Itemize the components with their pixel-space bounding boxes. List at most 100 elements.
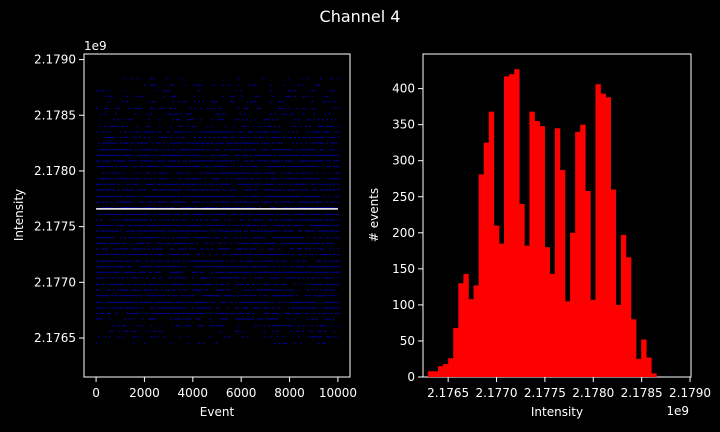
scatter-point [252, 125, 255, 127]
scatter-point [268, 201, 270, 203]
scatter-point [261, 131, 263, 133]
scatter-point [178, 201, 181, 203]
scatter-point [194, 289, 196, 291]
scatter-point [257, 165, 259, 167]
scatter-point [313, 237, 316, 239]
scatter-point [239, 295, 242, 297]
scatter-point [196, 84, 198, 86]
scatter-point [331, 289, 333, 291]
scatter-point [237, 266, 239, 268]
scatter-point [298, 201, 300, 203]
scatter-point [241, 284, 244, 286]
scatter-point [287, 277, 289, 279]
scatter-point [178, 172, 181, 174]
scatter-point [102, 172, 104, 174]
scatter-point [246, 242, 248, 244]
scatter-point [237, 313, 239, 315]
scatter-point [333, 295, 335, 297]
scatter-point [102, 237, 104, 239]
scatter-point [326, 230, 329, 232]
scatter-point [318, 277, 320, 279]
scatter-point [315, 84, 318, 86]
scatter-point [104, 113, 107, 115]
scatter-point [313, 230, 316, 232]
scatter-point [183, 101, 185, 103]
scatter-point [170, 84, 172, 86]
scatter-point [98, 230, 100, 232]
scatter-point [272, 307, 274, 309]
scatter-point [161, 230, 163, 232]
scatter-point [137, 289, 139, 291]
scatter-point [126, 248, 128, 250]
scatter-point [191, 295, 194, 297]
scatter-point [178, 277, 181, 279]
scatter-point [220, 330, 222, 332]
scatter-point [102, 242, 104, 244]
scatter-point [183, 230, 185, 232]
scatter-point [322, 313, 324, 315]
scatter-point [215, 165, 218, 167]
scatter-point [244, 108, 246, 110]
scatter-point [220, 154, 222, 156]
scatter-point [224, 336, 226, 338]
scatter-point [204, 307, 207, 309]
scatter-point [331, 154, 333, 156]
scatter-point [222, 253, 224, 255]
scatter-point [315, 207, 318, 209]
scatter-point [202, 196, 205, 198]
scatter-point [117, 330, 120, 332]
scatter-point [263, 213, 265, 215]
scatter-point [252, 242, 255, 244]
scatter-point [333, 248, 335, 250]
scatter-point [239, 213, 242, 215]
scatter-point [207, 301, 209, 303]
scatter-point [152, 230, 154, 232]
scatter-point [257, 318, 259, 320]
scatter-point [337, 271, 339, 273]
scatter-point [180, 154, 183, 156]
scatter-point [215, 219, 218, 221]
scatter-point [174, 289, 176, 291]
scatter-point [285, 154, 287, 156]
scatter-point [137, 207, 139, 209]
scatter-point [250, 301, 252, 303]
scatter-point [328, 284, 331, 286]
scatter-point [311, 325, 313, 327]
scatter-point [241, 266, 244, 268]
scatter-point [102, 90, 104, 92]
scatter-point [246, 207, 248, 209]
scatter-point [322, 142, 324, 144]
scatter-point [248, 260, 250, 262]
histogram-bar [437, 366, 444, 377]
scatter-point [163, 295, 165, 297]
scatter-point [313, 142, 316, 144]
scatter-point [315, 325, 318, 327]
scatter-point [130, 295, 133, 297]
scatter-point [233, 165, 235, 167]
scatter-point [220, 325, 222, 327]
scatter-point [309, 207, 311, 209]
scatter-point [337, 183, 339, 185]
scatter-point [154, 266, 157, 268]
scatter-point [207, 237, 209, 239]
scatter-point [254, 201, 257, 203]
scatter-point [167, 242, 170, 244]
scatter-point [161, 154, 163, 156]
scatter-point [318, 260, 320, 262]
scatter-point [228, 230, 231, 232]
scatter-point [324, 178, 326, 180]
scatter-point [274, 149, 276, 151]
scatter-point [254, 196, 257, 198]
scatter-point [257, 289, 259, 291]
scatter-point [307, 248, 309, 250]
scatter-point [289, 154, 292, 156]
scatter-y-offset-label: 1e9 [84, 39, 107, 53]
scatter-point [189, 248, 191, 250]
scatter-point [263, 142, 265, 144]
scatter-point [281, 154, 283, 156]
scatter-point [130, 248, 133, 250]
scatter-point [263, 149, 265, 151]
scatter-point [246, 230, 248, 232]
scatter-point [270, 165, 272, 167]
scatter-point [226, 313, 228, 315]
